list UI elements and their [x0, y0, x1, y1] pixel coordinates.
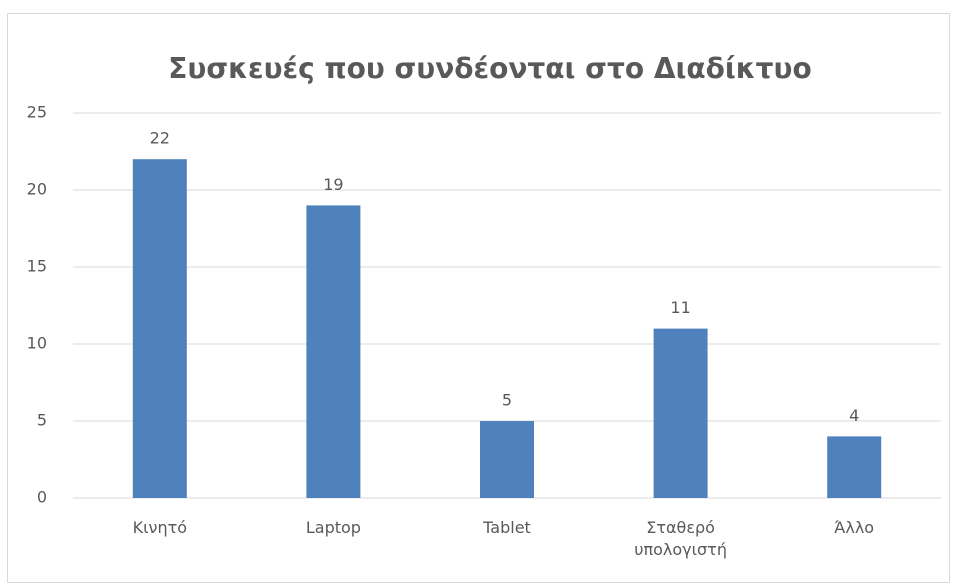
chart-title: Συσκευές που συνδέονται στο Διαδίκτυο — [168, 52, 811, 85]
x-tick-label: Σταθερό υπολογιστή — [634, 518, 727, 559]
data-label: 5 — [502, 391, 512, 410]
data-label: 4 — [849, 406, 859, 425]
data-label: 22 — [150, 129, 170, 148]
y-tick-label: 10 — [27, 334, 47, 353]
data-label: 11 — [670, 298, 690, 317]
x-tick-label: Άλλο — [834, 518, 875, 537]
y-tick-label: 25 — [27, 103, 47, 122]
y-tick-label: 0 — [37, 488, 47, 507]
x-tick-label: Tablet — [483, 518, 531, 537]
y-tick-label: 5 — [37, 411, 47, 430]
bar — [827, 436, 882, 498]
y-tick-label: 20 — [27, 180, 47, 199]
x-tick-label: Κινητό — [132, 518, 187, 537]
x-tick-label: Laptop — [305, 518, 361, 537]
bar — [306, 205, 361, 498]
data-label: 19 — [323, 175, 343, 194]
bar — [480, 421, 534, 498]
bar — [132, 159, 187, 498]
y-tick-label: 15 — [27, 257, 47, 276]
bar — [653, 328, 708, 498]
